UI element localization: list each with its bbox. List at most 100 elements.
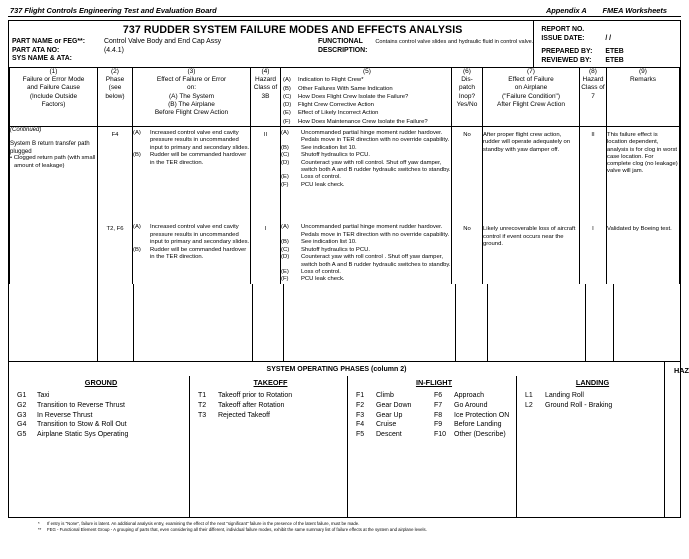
issue-date-label: ISSUE DATE:	[541, 35, 585, 42]
inflight-right-list: F6 Approach F7 Go Around F8 Ice Protection …	[434, 391, 512, 439]
header-col-3-number: (3)	[187, 68, 196, 75]
ground-item: G5 Airplane Static Sys Operating	[17, 430, 185, 440]
part-name-row: PART NAME or FEG**: Control Valve Body a…	[12, 38, 312, 47]
inflight-item-text: Ice Protection ON	[454, 411, 510, 419]
row-1-crew-f-text: PCU leak check.	[301, 181, 345, 188]
header-col-4: (4) Hazard Class of 3B	[250, 68, 281, 127]
inflight-item-text: Cruise	[376, 421, 397, 429]
table-row: (Continued) System B return transfer pat…	[9, 126, 680, 222]
legend-section: SYSTEM OPERATING PHASES (column 2) GROUN…	[9, 361, 689, 518]
worksheet-frame: 737 RUDDER SYSTEM FAILURE MODES AND EFFE…	[8, 20, 689, 518]
header-col-2-number: (2)	[111, 68, 119, 75]
part-ata-value: (4.4.1)	[104, 46, 124, 54]
row-2-crew-actions: (A) Uncommanded partial hinge moment rudd…	[280, 221, 452, 284]
inflight-item: F6 Approach	[434, 391, 512, 401]
row-2-effect-b-text: Rudder will be commanded hardover in the…	[150, 246, 247, 261]
hazard-title: HAZARD CLASSIFICATIONS	[673, 366, 689, 376]
operating-phases-columns: GROUND G1 Taxi G2 Transition to Reverse Th…	[9, 376, 664, 518]
hazard-item: Class IV- Minor	[665, 417, 689, 426]
footnote-2: ** FEG - Functional Element Group - A gro…	[38, 527, 679, 533]
landing-phase-column: LANDING L1 Landing Roll L2 Ground Roll - B…	[516, 376, 664, 518]
ground-item: G3 In Reverse Thrust	[17, 411, 185, 421]
ground-item: G2 Transition to Reverse Thrust	[17, 401, 185, 411]
filler-col-6	[456, 283, 488, 362]
header-col-5-text-f: How Does Maintenance Crew Isolate the Fa…	[298, 118, 428, 125]
row-2-hazard-7: I	[579, 221, 607, 284]
row-2-hazard-3b: I	[250, 221, 281, 284]
inflight-item-key: F3	[356, 411, 365, 419]
row-2-crew-f-tag: (F)	[281, 276, 289, 283]
row-1-crew-d: (D) Counteract yaw with roll control. Shu…	[281, 160, 451, 175]
running-header-right: Appendix A FMEA Worksheets	[532, 6, 679, 15]
inflight-item: F8 Ice Protection ON	[434, 411, 512, 421]
header-col-5-number: (5)	[363, 68, 371, 75]
landing-item: L1 Landing Roll	[525, 391, 660, 401]
header-col-5-tag-b: (B)	[283, 85, 291, 92]
row-1-crew-c: (C) Shutoff hydraulics to PCU.	[281, 152, 451, 159]
inflight-item-key: F4	[356, 421, 365, 429]
header-col-5-text-b: Other Failures With Same Indication	[298, 85, 393, 92]
row-1-crew-b-text: See indication list 10.	[301, 144, 357, 151]
row-2-crew-c-text: Shutoff hydraulics to PCU.	[301, 246, 370, 253]
row-2-effect-a: (A) Increased control valve end cavity pr…	[133, 224, 250, 246]
row-1-effect-after: After proper flight crew action, rudder …	[482, 126, 580, 222]
header-col-5-item-f: (F) How Does Maintenance Crew Isolate the…	[283, 118, 451, 126]
inflight-item: F1 Climb	[356, 391, 434, 401]
row-1-crew-f-tag: (F)	[281, 181, 289, 188]
header-col-1-line1: Failure or Error Mode	[22, 76, 85, 84]
inflight-item-text: Before Landing	[454, 421, 502, 429]
footnotes: * If entry is "None", failure is latent. …	[8, 518, 681, 534]
functional-label-line1: FUNCTIONAL	[318, 38, 363, 45]
row-1-effects: (A) Increased control valve end cavity pr…	[132, 126, 251, 222]
row-2-effect-after: Likely unrecoverable loss of aircraft co…	[482, 221, 580, 284]
header-col-3-line1: Effect of Failure or Error	[156, 76, 227, 84]
identification-block: PART NAME or FEG**: Control Valve Body a…	[12, 38, 533, 64]
row-1-remarks: This failure effect is location dependen…	[606, 126, 680, 222]
inflight-item: F3 Gear Up	[356, 411, 434, 421]
filler-col-3	[134, 283, 253, 362]
row-2-effect-after-text: Likely unrecoverable loss of aircraft co…	[483, 226, 576, 248]
landing-item-key: L1	[525, 392, 533, 400]
appendix-label: Appendix A	[545, 6, 587, 15]
title-left: 737 RUDDER SYSTEM FAILURE MODES AND EFFE…	[9, 21, 533, 67]
header-col-9: (9) Remarks	[606, 68, 680, 127]
header-col-4-number: (4)	[261, 68, 270, 75]
landing-heading: LANDING	[575, 378, 610, 388]
row-1-effect-b-tag: (B)	[133, 152, 141, 159]
ground-item: G1 Taxi	[17, 391, 185, 401]
header-col-5-tag-f: (F)	[283, 118, 291, 125]
row-1-crew-b: (B) See indication list 10.	[281, 145, 451, 152]
sys-name-label: SYS NAME & ATA:	[12, 55, 72, 63]
row-2-crew-d-text: Counteract yaw with roll control . Shut …	[301, 254, 451, 268]
header-col-8-line2: Class of	[581, 84, 605, 92]
takeoff-item: T1 Takeoff prior to Rotation	[198, 391, 343, 401]
takeoff-item: T2 Takeoff after Rotation	[198, 401, 343, 411]
header-col-7-number: (7)	[527, 68, 535, 75]
row-1-hazard-7-value: II	[591, 131, 595, 138]
row-1-failure-mode-bullet-text: Clogged return path (with small amount o…	[13, 155, 96, 169]
table-header-row: (1) Failure or Error Mode and Failure Ca…	[9, 68, 680, 127]
row-2-remarks-text: Validated by Boeing test.	[607, 226, 672, 233]
row-1-phase-value: F4	[111, 131, 119, 138]
header-col-1: (1) Failure or Error Mode and Failure Ca…	[9, 68, 98, 127]
part-ata-label: PART ATA NO:	[12, 46, 60, 54]
row-2-crew-c: (C) Shutoff hydraulics to PCU.	[281, 247, 451, 254]
ground-phase-column: GROUND G1 Taxi G2 Transition to Reverse Th…	[9, 376, 189, 517]
prepared-by-label: PREPARED BY:	[541, 48, 593, 55]
functional-description-block: FUNCTIONAL DESCRIPTION: Contains control…	[312, 38, 533, 64]
inflight-item-key: F8	[434, 411, 443, 419]
row-1-continued-label: (Continued)	[10, 126, 42, 133]
ground-item-key: G4	[17, 421, 27, 429]
page-title: 737 RUDDER SYSTEM FAILURE MODES AND EFFE…	[122, 24, 463, 36]
row-1-crew-f: (F) PCU leak check.	[281, 182, 451, 189]
row-2-crew-e-text: Loss of control.	[301, 268, 341, 275]
header-col-8: (8) Hazard Class of 7	[579, 68, 607, 127]
issue-date-value: / /	[605, 35, 612, 42]
table-body-filler	[9, 283, 680, 362]
ground-heading: GROUND	[84, 378, 118, 388]
header-col-6-number: (6)	[463, 68, 471, 75]
row-2-crew-d-tag: (D)	[281, 254, 290, 261]
takeoff-item-key: T1	[198, 392, 207, 400]
row-2-crew-b: (B) See indication list 10.	[281, 239, 451, 246]
row-2-crew-a-text: Uncommanded partial hinge moment rudder …	[301, 224, 450, 238]
